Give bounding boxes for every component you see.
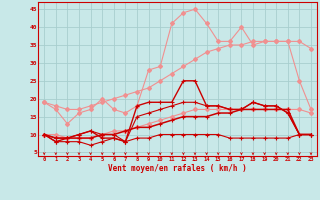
X-axis label: Vent moyen/en rafales ( km/h ): Vent moyen/en rafales ( km/h ) bbox=[108, 164, 247, 173]
